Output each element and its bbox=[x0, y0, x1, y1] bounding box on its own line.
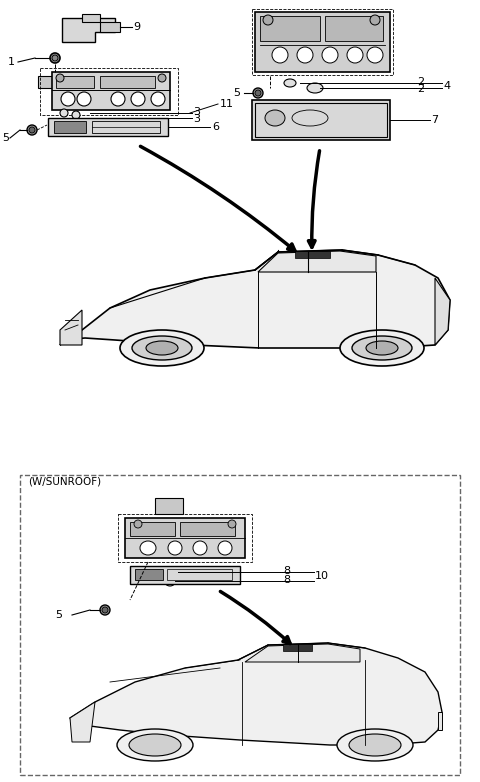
Text: 5: 5 bbox=[233, 88, 240, 98]
Bar bbox=[54, 121, 86, 133]
Text: 6: 6 bbox=[212, 122, 219, 132]
Ellipse shape bbox=[307, 83, 323, 93]
Ellipse shape bbox=[263, 15, 273, 25]
Polygon shape bbox=[435, 278, 450, 345]
Ellipse shape bbox=[366, 341, 398, 355]
Ellipse shape bbox=[117, 729, 193, 761]
Polygon shape bbox=[52, 72, 170, 110]
Ellipse shape bbox=[111, 92, 125, 106]
Ellipse shape bbox=[77, 92, 91, 106]
Ellipse shape bbox=[131, 92, 145, 106]
Bar bbox=[135, 569, 163, 580]
Bar bbox=[180, 522, 235, 536]
Polygon shape bbox=[295, 251, 330, 258]
Ellipse shape bbox=[322, 47, 338, 63]
Ellipse shape bbox=[340, 330, 424, 366]
Ellipse shape bbox=[60, 109, 68, 117]
Ellipse shape bbox=[151, 92, 165, 106]
Polygon shape bbox=[60, 250, 450, 348]
Polygon shape bbox=[70, 643, 442, 745]
Ellipse shape bbox=[27, 125, 37, 135]
Bar bbox=[92, 121, 160, 133]
Text: 10: 10 bbox=[315, 571, 329, 581]
Text: 3: 3 bbox=[193, 114, 200, 124]
Polygon shape bbox=[82, 14, 100, 22]
Ellipse shape bbox=[50, 53, 60, 63]
Ellipse shape bbox=[228, 520, 236, 528]
Bar bbox=[56, 76, 94, 88]
Ellipse shape bbox=[218, 541, 232, 555]
Text: 5: 5 bbox=[55, 610, 62, 620]
Bar bbox=[325, 16, 383, 41]
Ellipse shape bbox=[347, 47, 363, 63]
Polygon shape bbox=[245, 644, 360, 662]
Bar bbox=[130, 522, 175, 536]
Ellipse shape bbox=[129, 734, 181, 756]
Ellipse shape bbox=[146, 341, 178, 355]
Ellipse shape bbox=[100, 605, 110, 615]
Text: 11: 11 bbox=[220, 99, 234, 109]
Text: 3: 3 bbox=[193, 107, 200, 117]
Ellipse shape bbox=[168, 541, 182, 555]
Ellipse shape bbox=[253, 88, 263, 98]
Ellipse shape bbox=[265, 110, 285, 126]
Ellipse shape bbox=[140, 541, 156, 555]
Bar bbox=[260, 16, 320, 41]
Ellipse shape bbox=[193, 541, 207, 555]
Polygon shape bbox=[283, 644, 312, 651]
Ellipse shape bbox=[284, 79, 296, 87]
Bar bbox=[20, 475, 460, 775]
Ellipse shape bbox=[255, 90, 261, 96]
Ellipse shape bbox=[297, 47, 313, 63]
Ellipse shape bbox=[272, 47, 288, 63]
Polygon shape bbox=[60, 310, 82, 345]
Ellipse shape bbox=[29, 127, 35, 133]
Ellipse shape bbox=[337, 729, 413, 761]
Ellipse shape bbox=[165, 578, 175, 586]
Polygon shape bbox=[258, 251, 376, 272]
Text: 9: 9 bbox=[133, 22, 140, 32]
Polygon shape bbox=[130, 566, 240, 584]
Polygon shape bbox=[62, 18, 115, 42]
Polygon shape bbox=[255, 12, 390, 72]
Ellipse shape bbox=[72, 111, 80, 119]
Ellipse shape bbox=[52, 55, 58, 61]
Polygon shape bbox=[438, 712, 442, 730]
Text: (W/SUNROOF): (W/SUNROOF) bbox=[28, 477, 101, 487]
Ellipse shape bbox=[102, 607, 108, 613]
Text: 2: 2 bbox=[417, 84, 424, 94]
Ellipse shape bbox=[134, 520, 142, 528]
Text: 5: 5 bbox=[2, 133, 9, 143]
Text: 8: 8 bbox=[283, 566, 290, 576]
Polygon shape bbox=[48, 118, 168, 136]
Polygon shape bbox=[70, 702, 95, 742]
Bar bbox=[38, 76, 56, 88]
Ellipse shape bbox=[158, 74, 166, 82]
Bar bbox=[100, 22, 120, 32]
Ellipse shape bbox=[352, 336, 412, 360]
Text: 1: 1 bbox=[8, 57, 15, 67]
Ellipse shape bbox=[163, 568, 173, 576]
Ellipse shape bbox=[61, 92, 75, 106]
Ellipse shape bbox=[132, 336, 192, 360]
Ellipse shape bbox=[370, 15, 380, 25]
Ellipse shape bbox=[349, 734, 401, 756]
Text: 7: 7 bbox=[431, 115, 438, 125]
Text: 2: 2 bbox=[417, 77, 424, 87]
Bar bbox=[255, 103, 387, 137]
Ellipse shape bbox=[367, 47, 383, 63]
Polygon shape bbox=[252, 100, 390, 140]
Text: 8: 8 bbox=[283, 575, 290, 585]
Polygon shape bbox=[125, 518, 245, 558]
Text: 4: 4 bbox=[443, 81, 450, 91]
Ellipse shape bbox=[120, 330, 204, 366]
Ellipse shape bbox=[56, 74, 64, 82]
Bar bbox=[167, 569, 232, 580]
Bar bbox=[100, 76, 155, 88]
Bar bbox=[155, 498, 183, 514]
